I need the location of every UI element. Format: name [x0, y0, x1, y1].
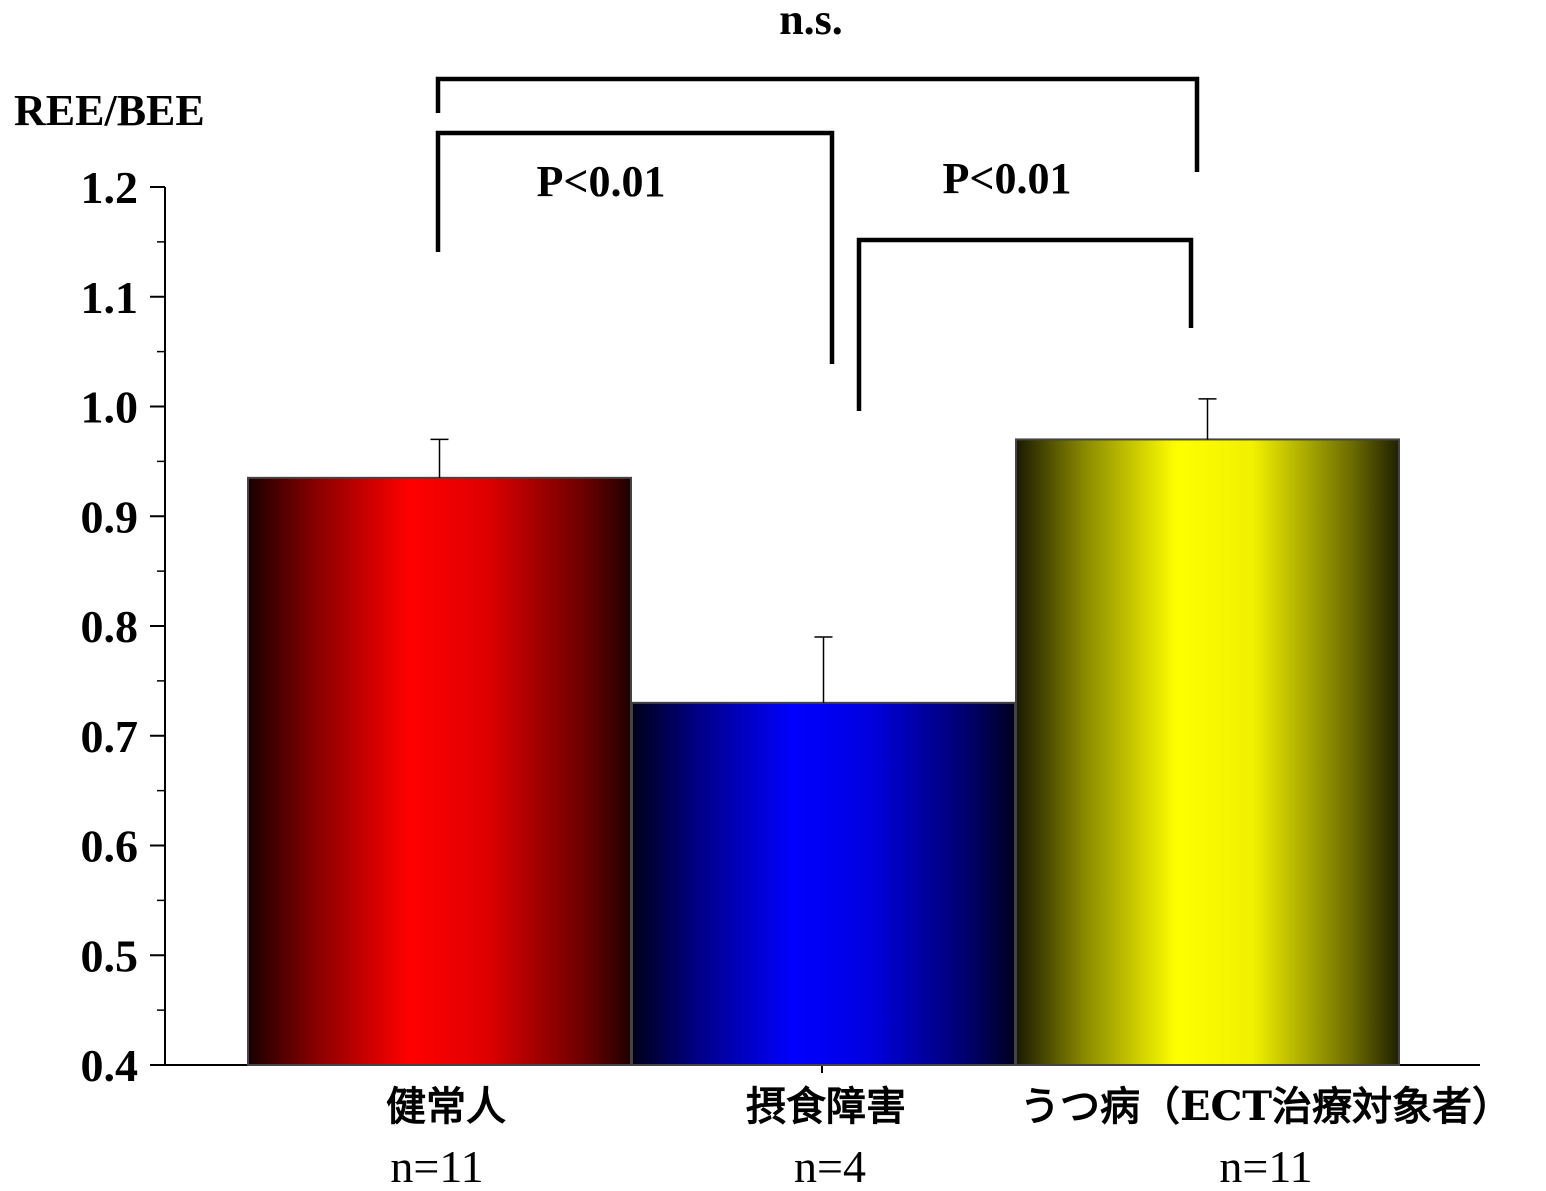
significance-label-1: P<0.01 [943, 154, 1072, 203]
bar-0 [247, 476, 632, 1066]
y-tick-label: 0.7 [81, 711, 139, 762]
y-tick-label: 0.4 [81, 1040, 139, 1091]
y-tick-label: 1.2 [81, 162, 139, 213]
x-tick-label-0: 健常人 [386, 1083, 506, 1130]
y-tick-label: 1.0 [81, 382, 139, 433]
significance-bracket-1 [856, 237, 1194, 411]
y-axis-label: REE/BEE [14, 86, 205, 135]
x-tick-label-2: うつ病（ECT治療対象者） [1020, 1083, 1512, 1130]
y-tick-label: 1.1 [81, 272, 139, 323]
significance-label-2: n.s. [779, 0, 843, 44]
sample-size-label-1: n=4 [794, 1141, 866, 1191]
sample-size-label-2: n=11 [1219, 1141, 1312, 1191]
significance-bracket-0 [435, 130, 835, 364]
significance-bracket-2 [435, 76, 1200, 172]
x-tick-label-1: 摂食障害 [746, 1083, 906, 1130]
y-tick-label: 0.6 [81, 821, 139, 872]
y-tick-label: 0.9 [81, 491, 139, 542]
significance-label-0: P<0.01 [537, 157, 666, 206]
bar-1 [631, 701, 1016, 1066]
y-tick-label: 0.8 [81, 601, 139, 652]
y-tick-label: 0.5 [81, 930, 139, 981]
bar-2 [1015, 438, 1400, 1066]
sample-size-label-0: n=11 [390, 1141, 483, 1191]
